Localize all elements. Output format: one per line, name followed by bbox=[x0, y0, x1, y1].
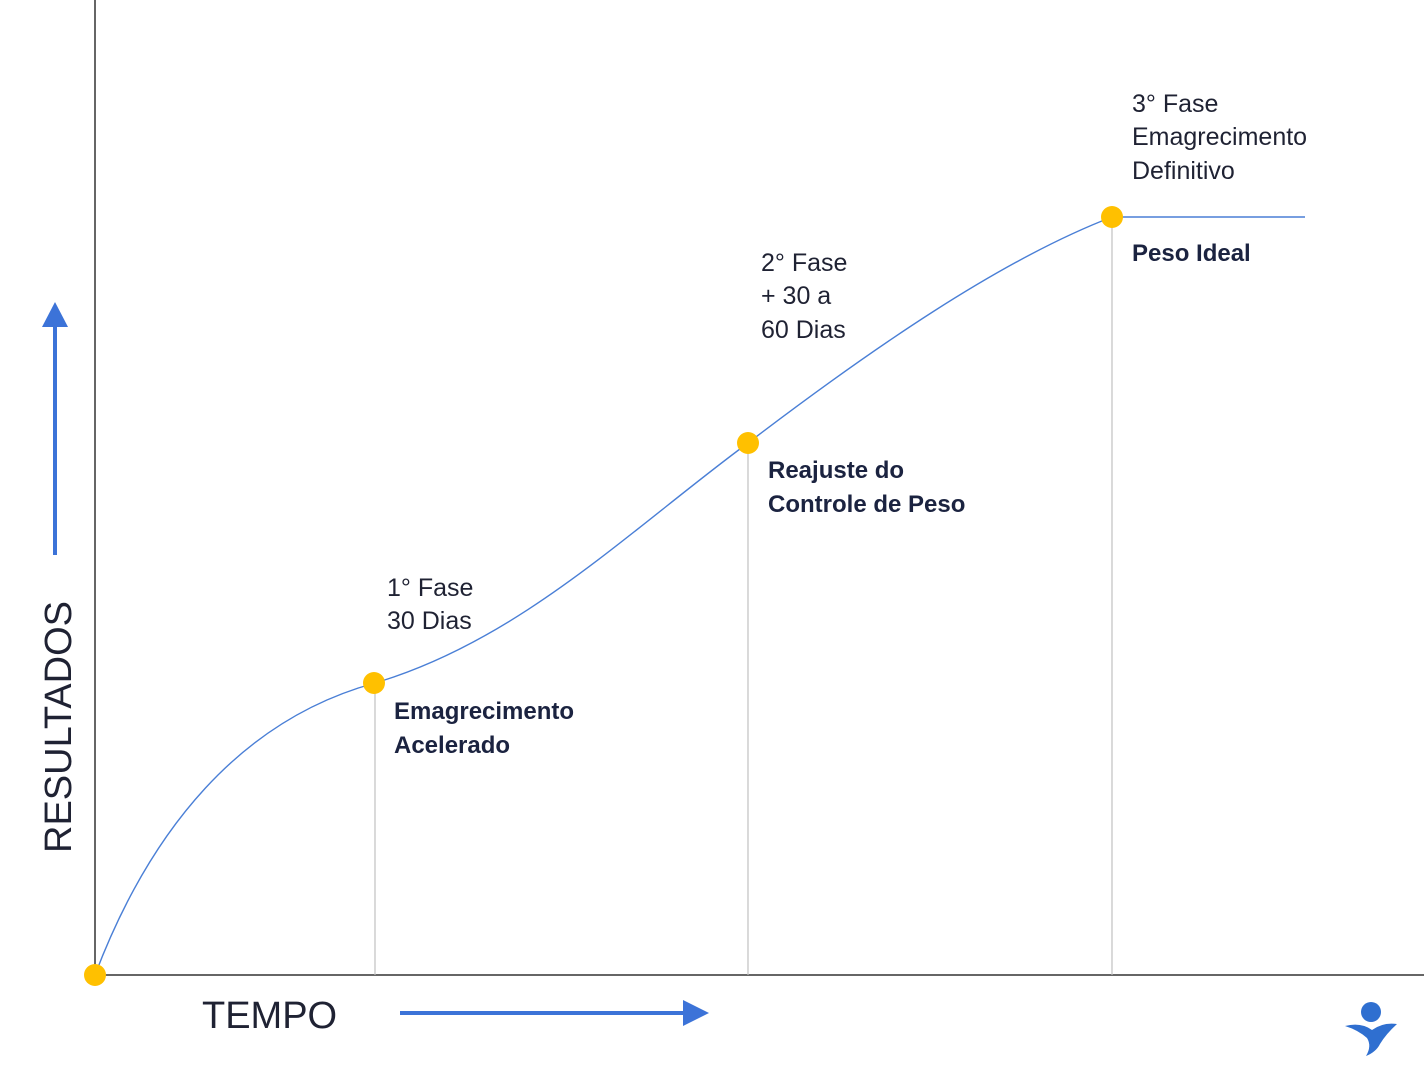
phase-caption-line: 1° Fase bbox=[387, 574, 473, 602]
x-direction-arrow bbox=[400, 1000, 709, 1026]
point-name-line: Emagrecimento bbox=[394, 698, 574, 725]
x-axis-label: TEMPO bbox=[202, 995, 337, 1037]
phase-caption-fase-2: 2° Fase + 30 a 60 Dias bbox=[761, 249, 854, 344]
person-logo-icon bbox=[1345, 1002, 1397, 1056]
y-direction-arrow bbox=[42, 302, 68, 555]
point-name-line: Controle de Peso bbox=[768, 491, 965, 518]
phase-caption-line: 3° Fase bbox=[1132, 90, 1218, 118]
point-name-fase-1: Emagrecimento Acelerado bbox=[394, 698, 581, 759]
growth-curve bbox=[94, 216, 1305, 976]
point-name-fase-2: Reajuste do Controle de Peso bbox=[768, 457, 965, 518]
point-name-line: Reajuste do bbox=[768, 457, 904, 484]
phase-caption-fase-3: 3° Fase Emagrecimento Definitivo bbox=[1132, 90, 1314, 185]
marker-fase-1 bbox=[363, 672, 385, 694]
point-name-line: Acelerado bbox=[394, 732, 510, 759]
y-axis-label: RESULTADOS bbox=[38, 601, 80, 853]
marker-start bbox=[84, 964, 106, 986]
phase-caption-line: + 30 a bbox=[761, 282, 831, 310]
phase-caption-line: 60 Dias bbox=[761, 316, 846, 344]
marker-fase-3 bbox=[1101, 206, 1123, 228]
phase-caption-line: 30 Dias bbox=[387, 607, 472, 635]
phase-caption-fase-1: 1° Fase 30 Dias bbox=[387, 574, 480, 635]
marker-fase-2 bbox=[737, 432, 759, 454]
point-name-fase-3: Peso Ideal bbox=[1132, 240, 1251, 267]
phase-caption-line: Emagrecimento bbox=[1132, 123, 1307, 151]
point-name-line: Peso Ideal bbox=[1132, 240, 1251, 267]
phase-caption-line: 2° Fase bbox=[761, 249, 847, 277]
phase-caption-line: Definitivo bbox=[1132, 157, 1235, 185]
